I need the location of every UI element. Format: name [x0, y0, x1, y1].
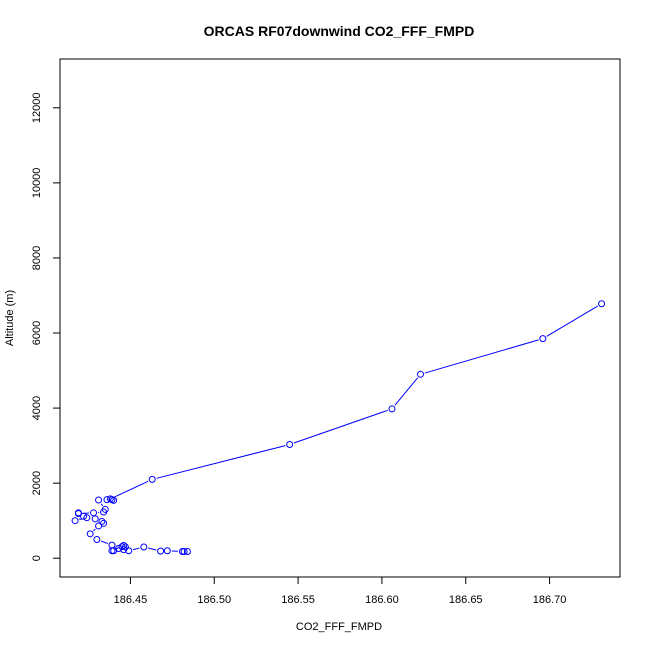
data-point [539, 335, 547, 343]
y-tick-label: 12000 [31, 93, 43, 124]
data-point [118, 543, 126, 551]
data-point [71, 517, 79, 525]
data-point [286, 440, 294, 448]
y-axis: 0 2000 4000 6000 8000 10000 12000 [31, 93, 61, 561]
y-tick-label: 8000 [31, 246, 43, 270]
x-axis-label: CO2_FFF_FMPD [296, 621, 382, 633]
y-tick-label: 6000 [31, 321, 43, 345]
series-segment [132, 547, 140, 551]
series-segment [546, 305, 598, 337]
data-point [178, 547, 186, 555]
data-point [101, 505, 109, 513]
series-layer [71, 300, 606, 555]
data-point [148, 475, 156, 483]
data-point [83, 514, 91, 522]
series-segment [93, 528, 96, 532]
series-segment [100, 540, 108, 544]
data-point [110, 496, 118, 504]
y-tick-label: 4000 [31, 396, 43, 420]
data-point [163, 547, 171, 555]
data-point [103, 496, 111, 504]
data-point [106, 495, 114, 503]
data-point [416, 370, 424, 378]
series-segment [394, 377, 419, 406]
series-segment [114, 480, 149, 498]
x-axis: 186.45 186.50 186.55 186.60 186.65 186.70 [114, 576, 567, 606]
data-point [388, 405, 396, 413]
series-segment [156, 445, 286, 479]
data-point [183, 547, 191, 555]
data-point [91, 515, 99, 523]
data-point [108, 541, 116, 549]
y-tick-label: 10000 [31, 168, 43, 199]
data-point [157, 547, 165, 555]
chart-title: ORCAS RF07downwind CO2_FFF_FMPD [204, 23, 475, 39]
data-point [121, 543, 129, 551]
data-point [74, 510, 82, 518]
data-point [86, 530, 94, 538]
x-tick-label: 186.60 [365, 594, 399, 606]
series-segment [100, 503, 104, 507]
data-point [98, 517, 106, 525]
data-point [598, 300, 606, 308]
series-segment [148, 547, 157, 551]
y-axis-label: Altitude (m) [4, 290, 16, 346]
series-segment [293, 409, 388, 444]
data-point [93, 535, 101, 543]
data-point [120, 541, 128, 549]
y-tick-label: 0 [31, 555, 43, 561]
plot-frame [59, 58, 621, 578]
x-tick-label: 186.65 [449, 594, 483, 606]
data-point [140, 543, 148, 551]
data-point [100, 519, 108, 527]
series-segment [424, 339, 539, 374]
data-point [95, 496, 103, 504]
y-tick-label: 2000 [31, 471, 43, 495]
data-point [90, 509, 98, 517]
x-tick-label: 186.50 [197, 594, 231, 606]
x-tick-label: 186.55 [281, 594, 315, 606]
x-tick-label: 186.45 [114, 594, 148, 606]
x-tick-label: 186.70 [533, 594, 567, 606]
